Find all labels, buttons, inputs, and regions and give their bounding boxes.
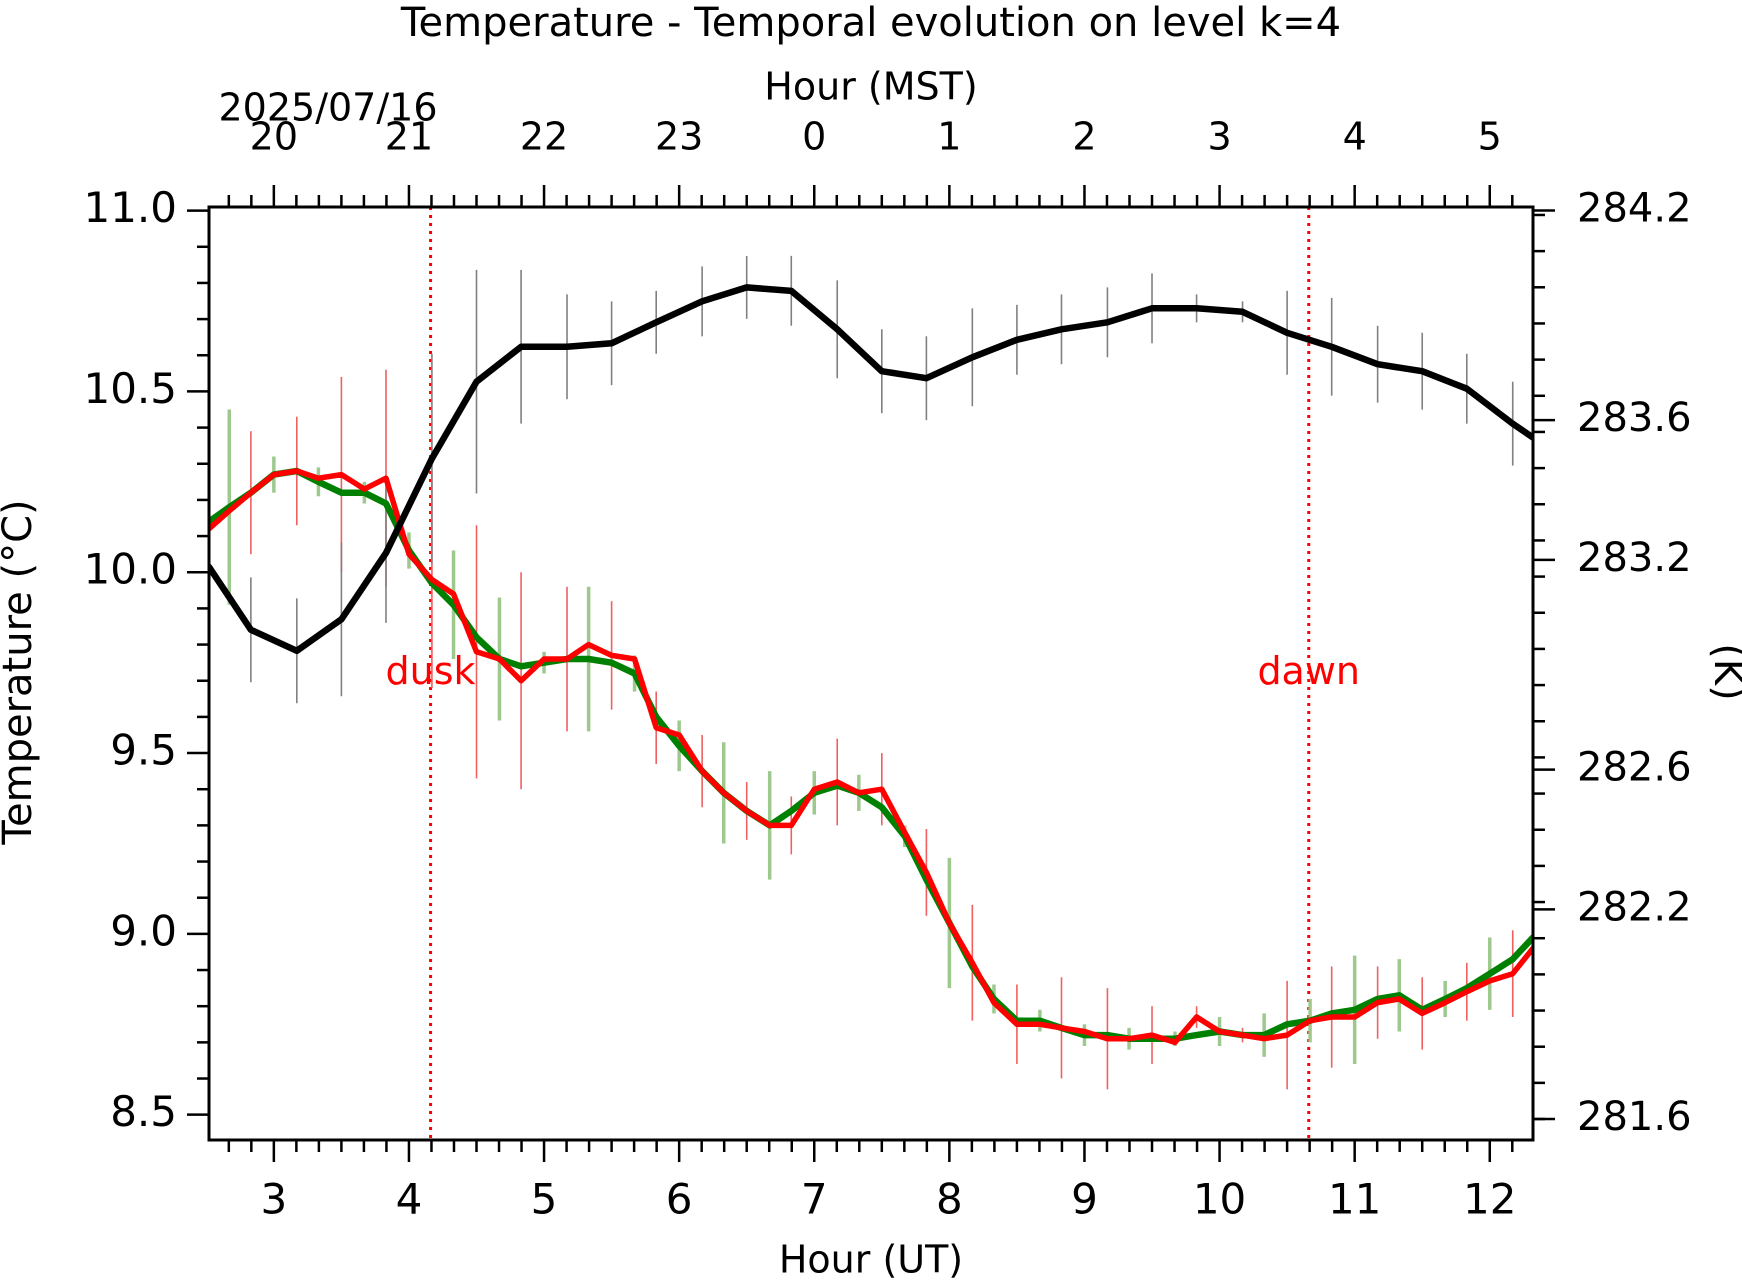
x2-tick-label: 20 (250, 115, 298, 159)
x-tick-label: 11 (1328, 1175, 1381, 1224)
x-tick-label: 3 (260, 1175, 287, 1224)
series-line (209, 284, 1533, 655)
x-tick-label: 12 (1463, 1175, 1516, 1224)
x2-tick-label: 21 (385, 115, 433, 159)
date-label: 2025/07/16 (218, 86, 437, 130)
x2-tick-label: 4 (1343, 115, 1367, 159)
y2-tick-label: 283.6 (1577, 395, 1692, 441)
chart-title: Temperature - Temporal evolution on leve… (400, 0, 1341, 46)
x-axis-label: Hour (UT) (779, 1238, 963, 1282)
y-tick-label: 9.0 (110, 906, 177, 955)
y-tick-label: 10.5 (83, 364, 177, 413)
series-line (209, 468, 1533, 1046)
y2-tick-label: 281.6 (1577, 1094, 1692, 1140)
y-axis-label: Temperature (°C) (0, 499, 41, 845)
x-tick-label: 5 (531, 1175, 558, 1224)
x2-tick-label: 22 (520, 115, 568, 159)
y-tick-label: 11.0 (83, 183, 177, 232)
x2-tick-label: 5 (1478, 115, 1502, 159)
x-tick-label: 9 (1071, 1175, 1098, 1224)
event-label: dawn (1257, 649, 1360, 693)
y2-tick-label: 282.2 (1577, 884, 1692, 930)
y-tick-label: 8.5 (110, 1087, 177, 1136)
y2-tick-label: 284.2 (1577, 185, 1692, 231)
x2-tick-label: 23 (655, 115, 703, 159)
y2-tick-label: 282.6 (1577, 745, 1692, 791)
y2-axis-label: (K) (1705, 643, 1742, 700)
x2-tick-label: 2 (1072, 115, 1096, 159)
x-tick-label: 6 (666, 1175, 693, 1224)
plot-frame (207, 205, 1535, 1142)
x-tick-label: 8 (936, 1175, 963, 1224)
x2-tick-label: 0 (802, 115, 826, 159)
y-tick-label: 10.0 (83, 545, 177, 594)
x2-tick-label: 1 (937, 115, 961, 159)
plot-area: dusk dawn (209, 207, 1533, 1140)
x2-tick-label: 3 (1207, 115, 1231, 159)
y2-tick-label: 283.2 (1577, 535, 1692, 581)
x-tick-label: 10 (1193, 1175, 1246, 1224)
event-label: dusk (386, 649, 476, 693)
top-axis-label: Hour (MST) (764, 65, 977, 109)
x-tick-label: 4 (396, 1175, 423, 1224)
y-tick-label: 9.5 (110, 726, 177, 775)
x-tick-label: 7 (801, 1175, 828, 1224)
